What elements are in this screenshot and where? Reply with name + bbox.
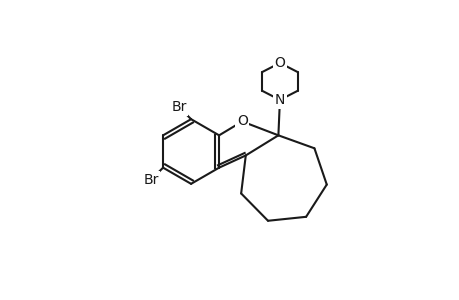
- Text: O: O: [274, 56, 285, 70]
- Text: O: O: [236, 115, 247, 128]
- Text: Br: Br: [171, 100, 186, 114]
- Text: Br: Br: [143, 172, 158, 187]
- Text: N: N: [274, 93, 285, 107]
